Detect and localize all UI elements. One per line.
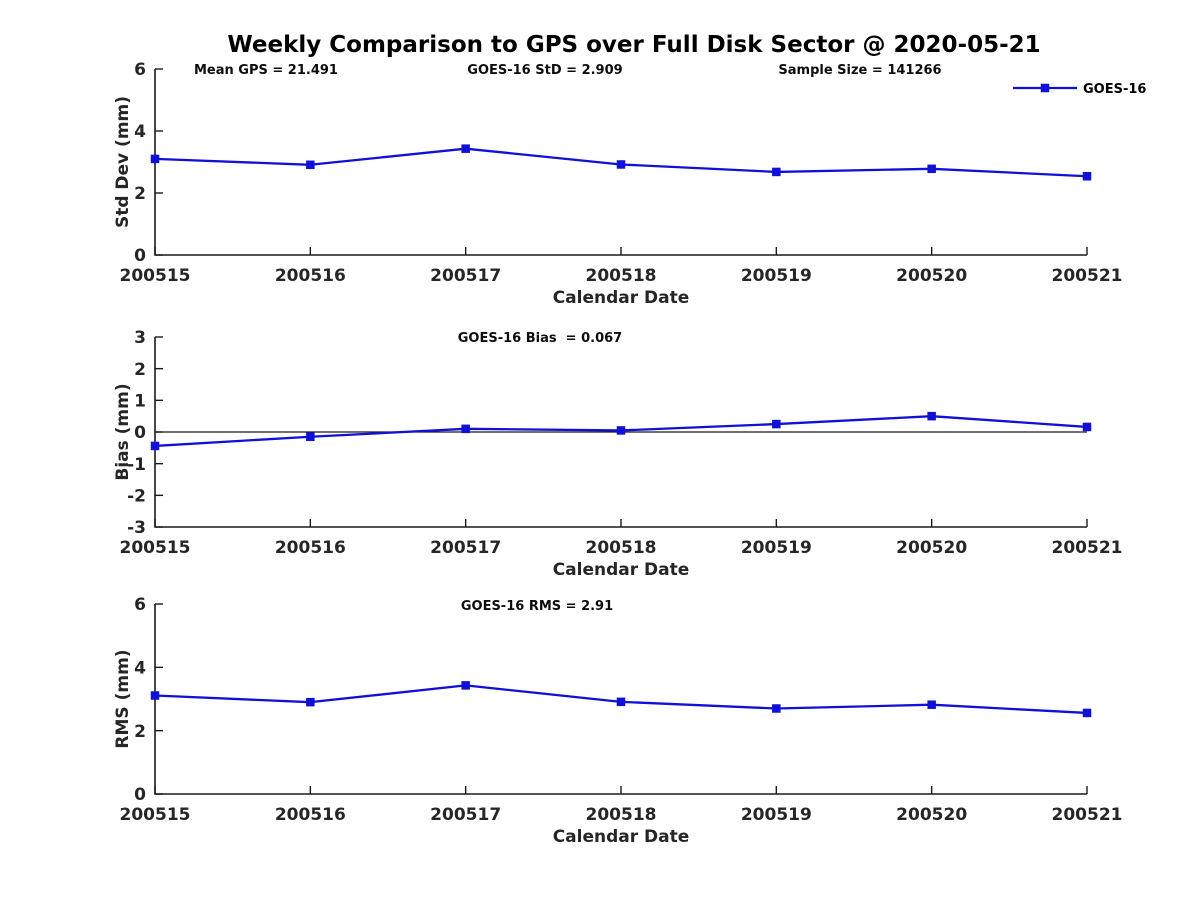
- y-tick-label: 0: [134, 785, 146, 805]
- data-point-marker: [616, 426, 626, 435]
- x-tick-label: 200519: [741, 538, 812, 558]
- y-tick-label: 4: [134, 658, 146, 678]
- x-tick-label: 200519: [741, 266, 812, 286]
- y-tick-label: 2: [134, 184, 146, 204]
- x-tick-label: 200518: [586, 266, 657, 286]
- x-tick-label: 200521: [1052, 266, 1123, 286]
- x-tick-label: 200521: [1052, 805, 1123, 825]
- y-tick-label: 4: [134, 122, 146, 142]
- y-tick-label: 2: [134, 360, 146, 380]
- x-tick-label: 200516: [275, 266, 346, 286]
- annotation-goes16-std: GOES-16 StD = 2.909: [467, 63, 622, 78]
- subplot-rms: 0 2 4 6 200515 200516 200517 200518 200519 200520…: [120, 595, 1123, 825]
- x-tick-label: 200518: [586, 805, 657, 825]
- legend-label: GOES-16: [1083, 82, 1146, 97]
- data-point-marker: [772, 704, 781, 713]
- data-point-marker: [306, 697, 315, 707]
- data-point-marker: [1082, 422, 1092, 432]
- legend: GOES-16: [1013, 82, 1146, 97]
- x-tick-label: 200515: [120, 538, 191, 558]
- data-point-marker: [927, 164, 936, 174]
- x-tick-label: 200519: [741, 805, 812, 825]
- data-point-marker: [150, 154, 160, 164]
- y-tick-label: 2: [134, 722, 146, 742]
- annotation-mean-gps: Mean GPS = 21.491: [194, 63, 338, 78]
- x-tick-label: 200521: [1052, 538, 1123, 558]
- x-axis-title-stddev: Calendar Date: [553, 288, 690, 308]
- data-point-marker: [150, 441, 160, 451]
- y-tick-label: 0: [134, 423, 146, 443]
- y-axis-title-stddev: Std Dev (mm): [113, 96, 133, 228]
- data-point-marker: [927, 700, 936, 709]
- x-tick-label: 200520: [896, 805, 967, 825]
- data-point-marker: [306, 432, 315, 441]
- y-tick-label: 6: [134, 595, 146, 615]
- annotation-goes16-bias: GOES-16 Bias = 0.067: [458, 331, 622, 346]
- x-tick-label: 200515: [120, 266, 191, 286]
- x-tick-label: 200517: [430, 538, 501, 558]
- y-tick-label: 0: [134, 246, 146, 266]
- annotation-sample-size: Sample Size = 141266: [778, 63, 941, 78]
- x-axis-title-bias: Calendar Date: [553, 560, 690, 580]
- y-tick-label: 1: [134, 391, 146, 411]
- x-tick-label: 200517: [430, 266, 501, 286]
- y-axis-title-rms: RMS (mm): [113, 649, 133, 748]
- x-tick-label: 200515: [120, 805, 191, 825]
- y-tick-label: -1: [127, 455, 146, 475]
- data-point-marker: [461, 681, 470, 690]
- figure-title: Weekly Comparison to GPS over Full Disk …: [227, 32, 1040, 58]
- x-tick-label: 200520: [896, 266, 967, 286]
- data-point-marker: [461, 144, 470, 153]
- data-point-marker: [616, 697, 626, 707]
- data-point-marker: [772, 419, 781, 429]
- legend-marker-icon: [1040, 83, 1050, 93]
- x-tick-label: 200520: [896, 538, 967, 558]
- data-point-marker: [461, 424, 470, 434]
- y-tick-label: -3: [127, 518, 146, 538]
- data-point-marker: [772, 167, 781, 177]
- y-tick-label: 6: [134, 60, 146, 80]
- x-tick-label: 200517: [430, 805, 501, 825]
- annotation-goes16-rms: GOES-16 RMS = 2.91: [461, 599, 613, 614]
- x-tick-label: 200516: [275, 538, 346, 558]
- data-point-marker: [1082, 172, 1092, 181]
- y-axis-title-bias: Bias (mm): [113, 383, 133, 480]
- data-point-marker: [306, 160, 315, 170]
- data-point-marker: [927, 411, 936, 421]
- y-tick-label: -2: [127, 486, 146, 506]
- data-point-marker: [150, 691, 160, 700]
- x-axis-title-rms: Calendar Date: [553, 827, 690, 847]
- y-tick-label: 3: [134, 328, 146, 348]
- x-tick-label: 200516: [275, 805, 346, 825]
- data-point-marker: [616, 160, 626, 169]
- subplot-bias: -3 -2 -1 0 1 2 3 200515 200516 200517 200518 200519…: [120, 328, 1123, 558]
- subplot-stddev: 0 2 4 6 200515 200516 200517 200518 200519 200520…: [120, 60, 1123, 286]
- x-tick-label: 200518: [586, 538, 657, 558]
- data-point-marker: [1082, 708, 1092, 718]
